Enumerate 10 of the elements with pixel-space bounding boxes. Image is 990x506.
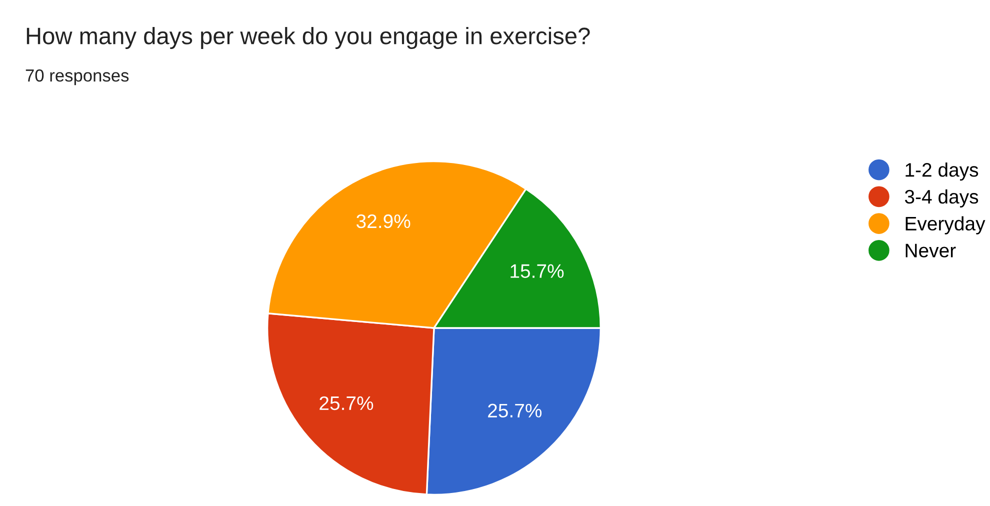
text: 70 responses [26, 69, 129, 86]
legend-label: 3-4 days [904, 189, 978, 208]
legend-label: 1-2 days [906, 162, 978, 181]
data-label: 25.7% [320, 396, 374, 410]
legend-label: Everyday [906, 216, 986, 234]
data-label: 15.7% [510, 264, 564, 278]
data-label: 25.7% [488, 404, 542, 418]
data-label: 32.9% [356, 214, 410, 228]
chart-title: How many days per week do you engage in exercise? [26, 26, 590, 50]
legend-label: Never [906, 244, 956, 258]
